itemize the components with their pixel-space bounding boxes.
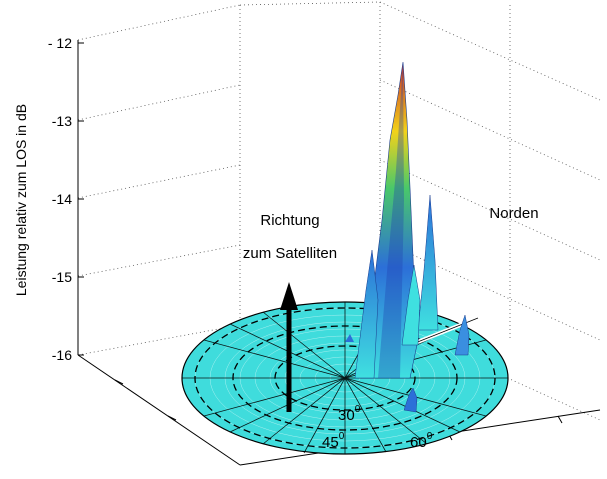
elevation-labels: 300 450 600 [322,404,433,451]
z-tick-labels: - 12 -13 -14 -15 -16 [48,35,72,363]
grid-line [77,84,241,121]
z-tick-label: -15 [52,269,72,285]
grid-line [77,164,241,199]
x-tick [167,415,177,421]
grid-line [379,159,601,261]
elevation-label-60: 600 [410,431,433,451]
peak-tiny [345,334,354,342]
ring-60 [194,307,496,449]
peak-main-shadow [378,62,404,378]
y-tick [557,415,563,424]
disc-elevation-rings [194,307,496,449]
grid-line [77,244,241,277]
peak-left-side [354,249,379,379]
peak-secondary [417,194,439,331]
grid-line [379,79,601,181]
x-axis-line [77,354,241,466]
grid-line [379,239,601,341]
arrow-head [280,282,298,310]
z-axis-label: Leistung relativ zum LOS in dB [13,104,29,296]
direction-label-line1: Richtung [260,212,319,229]
ring-30 [274,345,416,411]
grid-line [379,1,601,101]
satellite-arrow [280,282,298,412]
peak-small [454,314,470,356]
x-tick [114,379,124,385]
z-axis [77,40,84,356]
grid-line [77,4,241,41]
annotations: Richtung zum Satelliten Norden [243,205,539,262]
z-tick-label: -14 [52,191,72,207]
z-tick-label: -16 [52,347,72,363]
polar-disc [181,301,509,455]
ring-45 [232,325,458,431]
elevation-label-30: 300 [338,404,361,424]
north-label: Norden [489,205,538,222]
z-tick-label: -13 [52,113,72,129]
peak-small2 [403,387,418,413]
grid-line [239,1,381,6]
peak-side [401,264,421,346]
elevation-label-45: 450 [322,431,345,451]
surface-peaks [345,61,470,413]
direction-label-line2: zum Satelliten [243,245,337,262]
z-tick-label: - 12 [48,35,72,51]
